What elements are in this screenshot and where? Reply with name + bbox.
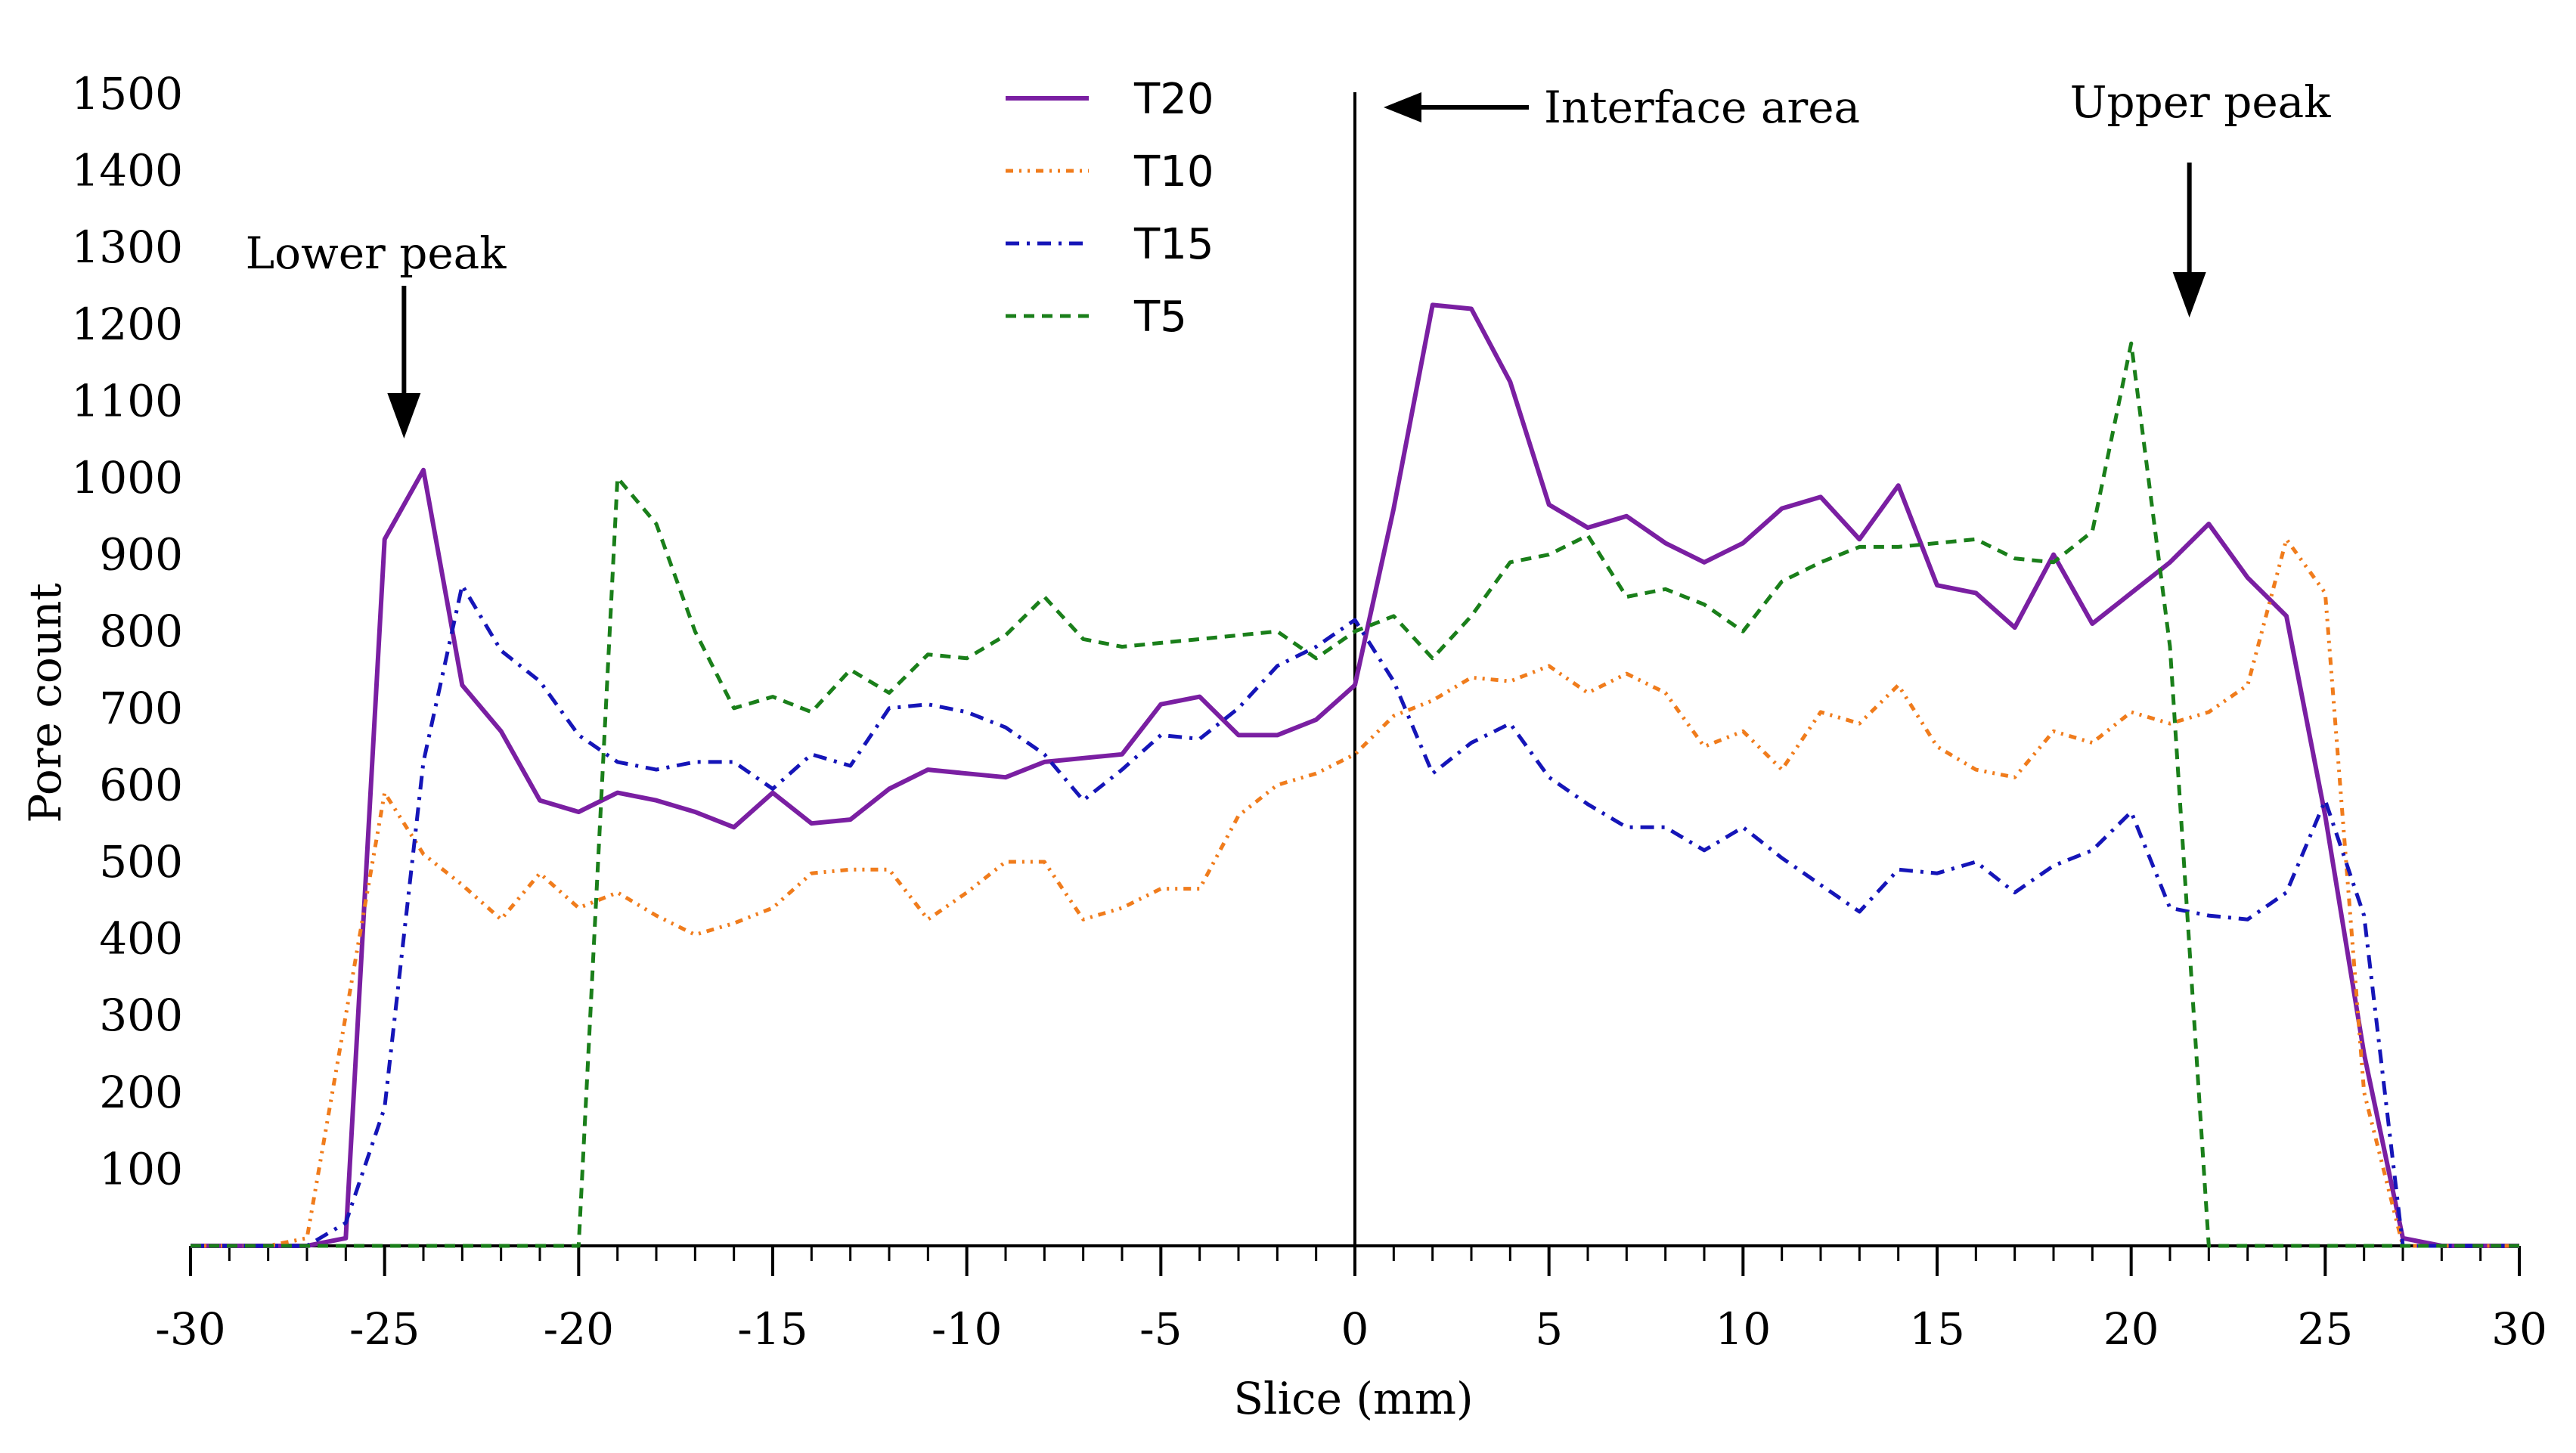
- y-tick-label: 900: [99, 529, 183, 581]
- y-tick-label: 500: [99, 836, 183, 888]
- annotations: Lower peak Upper peak Interface area: [246, 76, 2332, 438]
- x-tick-label: -30: [155, 1303, 225, 1355]
- x-tick-label: 30: [2491, 1303, 2547, 1355]
- series-t15: [191, 583, 2519, 1248]
- y-tick-label: 200: [99, 1067, 183, 1118]
- series-line-t5: [191, 341, 2519, 1248]
- annotation-upper-peak: Upper peak: [2070, 76, 2332, 128]
- x-tick-label: 25: [2297, 1303, 2353, 1355]
- x-tick-label: -25: [349, 1303, 420, 1355]
- series-layer: [191, 302, 2519, 1248]
- legend-label-t10: T10: [1133, 147, 1214, 197]
- y-axis-title: Pore count: [20, 583, 71, 823]
- x-tick-label: 10: [1715, 1303, 1771, 1355]
- y-tick-label: 1100: [71, 375, 183, 426]
- x-tick-label: 15: [1909, 1303, 1965, 1355]
- y-tick-label: 1500: [71, 68, 183, 119]
- x-axis: -30 -25 -20 -15 -10 -5 0 5 10 15 20 25 30: [155, 1244, 2547, 1355]
- x-tick-label: 20: [2103, 1303, 2159, 1355]
- annotation-lower-peak: Lower peak: [246, 228, 507, 279]
- legend: T20 T10 T15 T5: [1006, 75, 1214, 342]
- x-tick-label: -10: [932, 1303, 1002, 1355]
- arrow-upper-peak-head: [2172, 272, 2206, 318]
- arrow-interface-head: [1384, 92, 1421, 122]
- annotation-interface-area: Interface area: [1544, 82, 1860, 133]
- x-tick-label: -15: [737, 1303, 808, 1355]
- y-tick-label: 600: [99, 759, 183, 810]
- y-tick-label: 1300: [71, 222, 183, 273]
- y-axis-tick-labels: 100 200 300 400 500 600 700 800 900 1000 1100 1200 1…: [71, 68, 183, 1194]
- y-tick-label: 1000: [71, 452, 183, 503]
- y-tick-label: 400: [99, 913, 183, 965]
- arrow-lower-peak-head: [387, 393, 421, 438]
- series-t20: [191, 302, 2519, 1248]
- x-tick-label: -20: [544, 1303, 614, 1355]
- y-tick-label: 1200: [71, 299, 183, 350]
- y-tick-label: 300: [99, 990, 183, 1041]
- legend-label-t15: T15: [1133, 220, 1214, 269]
- legend-label-t5: T5: [1133, 293, 1187, 342]
- x-tick-label: -5: [1139, 1303, 1183, 1355]
- x-tick-label: 5: [1535, 1303, 1563, 1355]
- legend-label-t20: T20: [1133, 75, 1214, 124]
- x-axis-title: Slice (mm): [1233, 1373, 1473, 1424]
- series-line-t15: [191, 583, 2519, 1248]
- series-line-t20: [191, 302, 2519, 1248]
- x-tick-label: 0: [1341, 1303, 1369, 1355]
- y-tick-label: 800: [99, 606, 183, 657]
- y-tick-label: 100: [99, 1143, 183, 1194]
- series-t5: [191, 341, 2519, 1248]
- y-tick-label: 700: [99, 683, 183, 734]
- y-tick-label: 1400: [71, 145, 183, 197]
